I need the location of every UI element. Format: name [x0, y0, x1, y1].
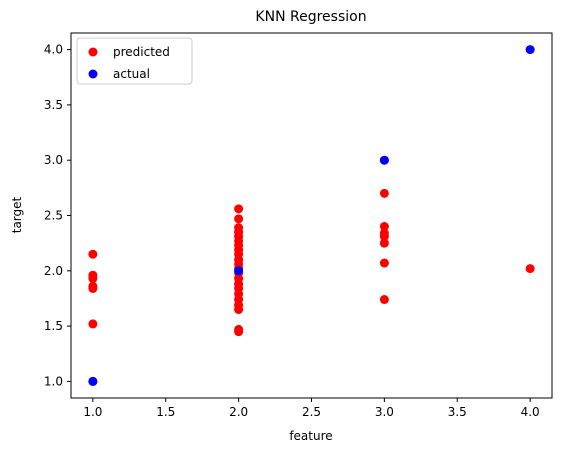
x-tick-label: 1.5: [156, 405, 175, 419]
predicted-point: [88, 319, 97, 328]
y-tick-label: 2.0: [44, 264, 63, 278]
y-tick-label: 4.0: [44, 43, 63, 57]
predicted-point: [380, 295, 389, 304]
chart-title: KNN Regression: [255, 9, 366, 25]
actual-point: [380, 156, 389, 165]
x-tick-label: 1.0: [83, 405, 102, 419]
predicted-point: [88, 250, 97, 259]
y-tick-label: 2.5: [44, 209, 63, 223]
x-tick-label: 4.0: [521, 405, 540, 419]
legend-label-predicted: predicted: [113, 45, 170, 59]
y-tick-label: 1.0: [44, 374, 63, 388]
legend-marker-actual: [89, 70, 98, 79]
predicted-point: [380, 259, 389, 268]
y-tick-label: 1.5: [44, 319, 63, 333]
predicted-point: [234, 305, 243, 314]
y-tick-label: 3.0: [44, 153, 63, 167]
x-tick-label: 2.0: [229, 405, 248, 419]
actual-point: [88, 377, 97, 386]
x-tick-label: 3.5: [448, 405, 467, 419]
predicted-point: [380, 189, 389, 198]
y-axis-label: target: [10, 196, 24, 233]
legend-label-actual: actual: [113, 67, 150, 81]
y-tick-label: 3.5: [44, 98, 63, 112]
actual-point: [526, 45, 535, 54]
predicted-point: [234, 327, 243, 336]
predicted-point: [234, 204, 243, 213]
predicted-point: [88, 284, 97, 293]
predicted-point: [380, 239, 389, 248]
predicted-point: [526, 264, 535, 273]
legend-marker-predicted: [89, 48, 98, 57]
x-tick-label: 2.5: [302, 405, 321, 419]
predicted-point: [88, 274, 97, 283]
x-tick-label: 3.0: [375, 405, 394, 419]
legend: predicted actual: [77, 38, 192, 84]
actual-point: [234, 266, 243, 275]
x-axis-label: feature: [289, 429, 332, 443]
predicted-point: [234, 214, 243, 223]
